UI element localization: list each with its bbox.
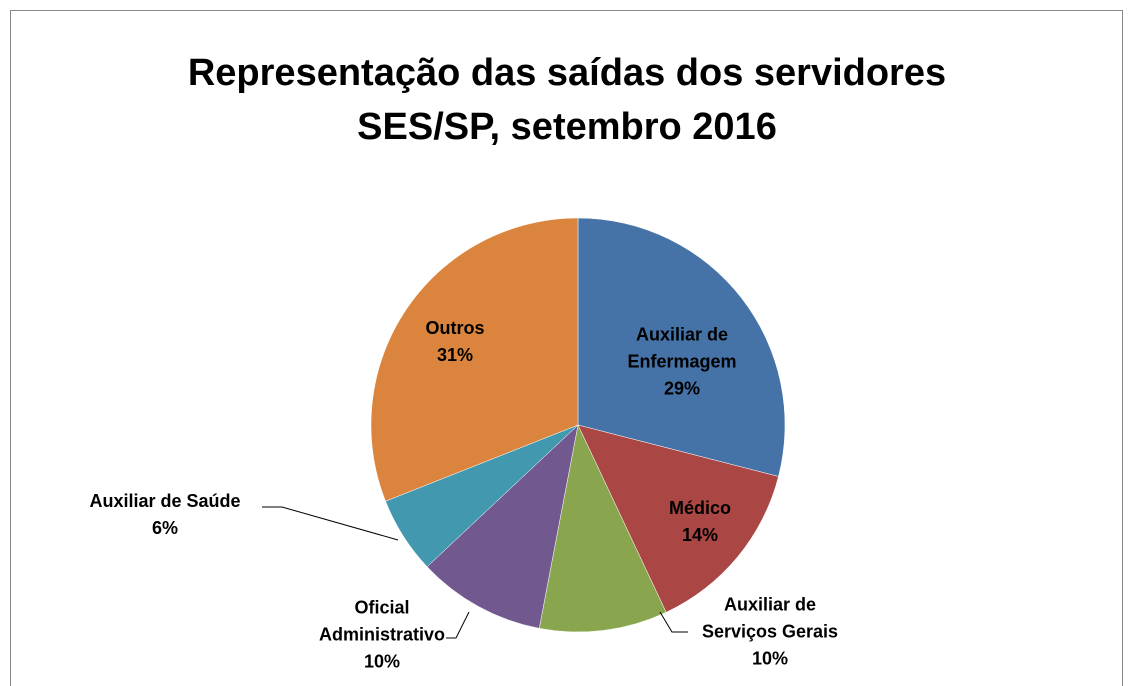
- category-label: Auxiliar de Serviços Gerais: [701, 594, 839, 642]
- pie-slice: [538, 424, 667, 633]
- value-label: 10%: [363, 651, 401, 672]
- leader-line: [262, 506, 399, 541]
- chart-frame: [10, 10, 1123, 686]
- category-label: Auxiliar de Enfermagem: [627, 324, 737, 372]
- data-label: Outros 31%: [405, 315, 505, 369]
- value-label: 10%: [751, 648, 789, 669]
- pie-slice: [370, 217, 579, 502]
- category-label: Outros: [425, 318, 485, 338]
- value-label: 31%: [436, 345, 474, 365]
- value-label: 29%: [663, 378, 701, 399]
- pie-slice: [426, 424, 579, 629]
- data-label: Auxiliar de Enfermagem 29%: [597, 322, 767, 403]
- leader-line: [446, 611, 470, 639]
- value-label: 14%: [681, 525, 719, 545]
- pie-slice: [577, 217, 786, 477]
- pie-slice: [577, 424, 779, 613]
- data-label: Médico 14%: [650, 495, 750, 549]
- data-label: Auxiliar de Serviços Gerais 10%: [700, 592, 840, 673]
- chart-title: Representação das saídas dos servidores …: [187, 52, 947, 148]
- data-label: Oficial Administrativo 10%: [307, 595, 457, 676]
- value-label: 6%: [151, 518, 178, 538]
- data-label: Auxiliar de Saúde 6%: [65, 488, 265, 542]
- category-label: Oficial Administrativo: [318, 597, 446, 645]
- category-label: Auxiliar de Saúde: [89, 491, 241, 511]
- category-label: Médico: [668, 498, 731, 518]
- leader-line: [659, 611, 688, 633]
